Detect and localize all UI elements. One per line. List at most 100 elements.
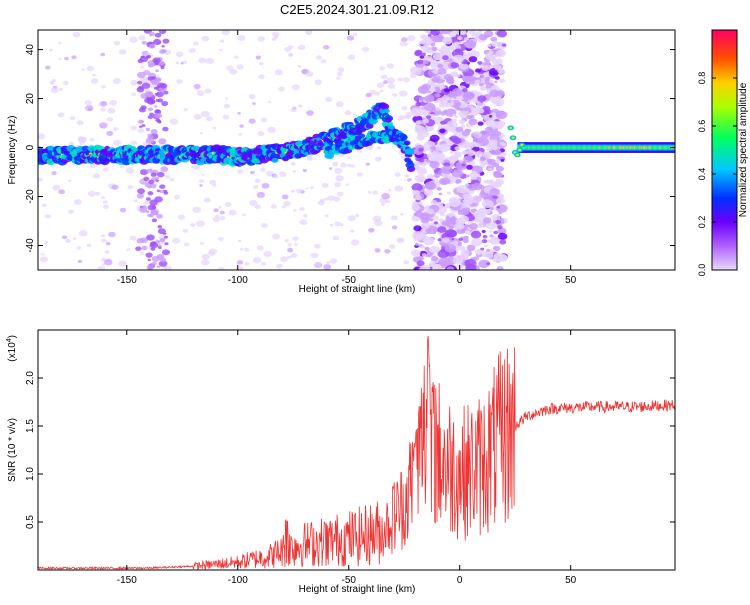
stable-line-core — [651, 146, 654, 149]
spectral-blob — [420, 223, 430, 230]
spectral-blob — [51, 78, 57, 82]
spectral-blob — [199, 184, 203, 187]
spectral-blob — [228, 209, 237, 216]
stable-line-core — [609, 146, 612, 149]
spectral-blob — [320, 59, 327, 64]
spectral-blob — [446, 266, 454, 270]
stable-line-core — [579, 146, 582, 149]
spectral-blob — [376, 82, 385, 88]
spectral-blob — [237, 35, 246, 41]
stable-line-core — [636, 146, 638, 149]
stable-line-core — [559, 146, 562, 149]
stable-line-core — [600, 146, 603, 149]
spectral-blob — [212, 183, 217, 187]
y-tick-label: -20 — [25, 189, 36, 204]
spectral-blob — [424, 103, 436, 112]
stable-line-core — [622, 146, 625, 149]
spectral-blob — [347, 54, 355, 60]
spectral-blob — [151, 76, 156, 80]
spectral-blob — [465, 230, 471, 234]
spectral-blob — [471, 108, 478, 113]
spectral-blob — [479, 86, 487, 92]
spectral-blob — [149, 63, 156, 67]
spectral-blob — [159, 184, 166, 189]
spectral-blob — [97, 265, 106, 270]
spectral-blob — [292, 170, 296, 173]
spectral-blob — [44, 65, 51, 70]
spectral-blob — [365, 123, 374, 129]
spectral-blob — [223, 103, 230, 109]
spectral-blob — [303, 151, 310, 156]
spectral-blob — [458, 110, 467, 118]
spectral-blob — [101, 238, 107, 243]
spectral-blob — [130, 125, 138, 131]
spectral-blob — [418, 96, 425, 102]
spectral-blob — [219, 39, 225, 43]
stable-line-core — [544, 146, 546, 149]
spectral-blob — [454, 222, 465, 230]
spectral-blob — [380, 74, 388, 80]
spectral-blob — [415, 101, 422, 107]
spectral-blob — [422, 59, 429, 65]
spectral-blob — [394, 185, 404, 192]
y-tick-label: 20 — [25, 93, 36, 105]
spectral-blob — [357, 149, 363, 154]
spectral-blob — [428, 218, 434, 222]
stable-line-core — [560, 146, 563, 149]
stable-line-core — [526, 146, 528, 149]
stable-line-core — [551, 146, 554, 149]
spectral-blob — [145, 252, 153, 258]
spectral-blob — [136, 193, 145, 199]
spectral-blob — [463, 37, 469, 41]
spectral-blob — [164, 235, 168, 239]
spectral-blob — [440, 30, 452, 35]
stable-line-core — [640, 146, 643, 149]
stable-line-core — [605, 146, 607, 149]
stable-line-core — [667, 146, 669, 149]
spectral-blob — [495, 178, 505, 186]
spectral-blob — [39, 256, 48, 263]
spectral-blob — [150, 128, 158, 135]
spectral-blob — [489, 234, 494, 238]
stable-line-core — [581, 146, 584, 149]
spectral-blob — [449, 150, 454, 154]
spectral-blob — [387, 124, 395, 130]
spectral-blob — [406, 35, 416, 42]
spectral-blob — [489, 79, 494, 84]
spectral-blob — [478, 82, 484, 87]
spectral-blob — [209, 179, 217, 185]
spectral-blob — [415, 242, 419, 246]
spectral-blob — [150, 183, 157, 189]
spectral-blob — [463, 155, 474, 163]
spectral-blob — [306, 156, 313, 161]
spectral-blob — [119, 165, 125, 169]
spectral-blob — [156, 213, 163, 219]
spectral-blob — [496, 266, 504, 270]
spectral-blob — [439, 212, 445, 217]
spectral-blob — [154, 112, 163, 119]
stable-line-core — [628, 146, 630, 149]
spectral-blob — [442, 36, 453, 45]
spectral-blob — [153, 86, 158, 90]
spectral-blob — [137, 58, 144, 64]
spectral-blob — [158, 30, 167, 35]
spectral-blob — [287, 242, 293, 247]
spectral-blob — [447, 100, 451, 103]
spectral-blob — [157, 225, 163, 229]
spectral-blob — [460, 30, 467, 36]
spectral-blob — [455, 126, 464, 133]
svg-text:(x104): (x104) — [6, 335, 18, 362]
stable-line-core — [571, 146, 574, 149]
spectral-blob — [126, 248, 131, 252]
spectral-blob — [164, 242, 169, 246]
stable-line-core — [623, 146, 626, 149]
spectral-blob — [440, 111, 447, 116]
spectral-blob — [405, 161, 415, 169]
snr-x-label: Height of straight line (km) — [299, 584, 416, 595]
spectral-blob — [112, 78, 121, 84]
spectral-blob — [413, 225, 422, 232]
snr-scale-exp: 4 — [6, 338, 13, 342]
spectral-blob — [108, 231, 116, 238]
spectral-blob — [177, 214, 185, 220]
stable-line-core — [585, 146, 587, 149]
